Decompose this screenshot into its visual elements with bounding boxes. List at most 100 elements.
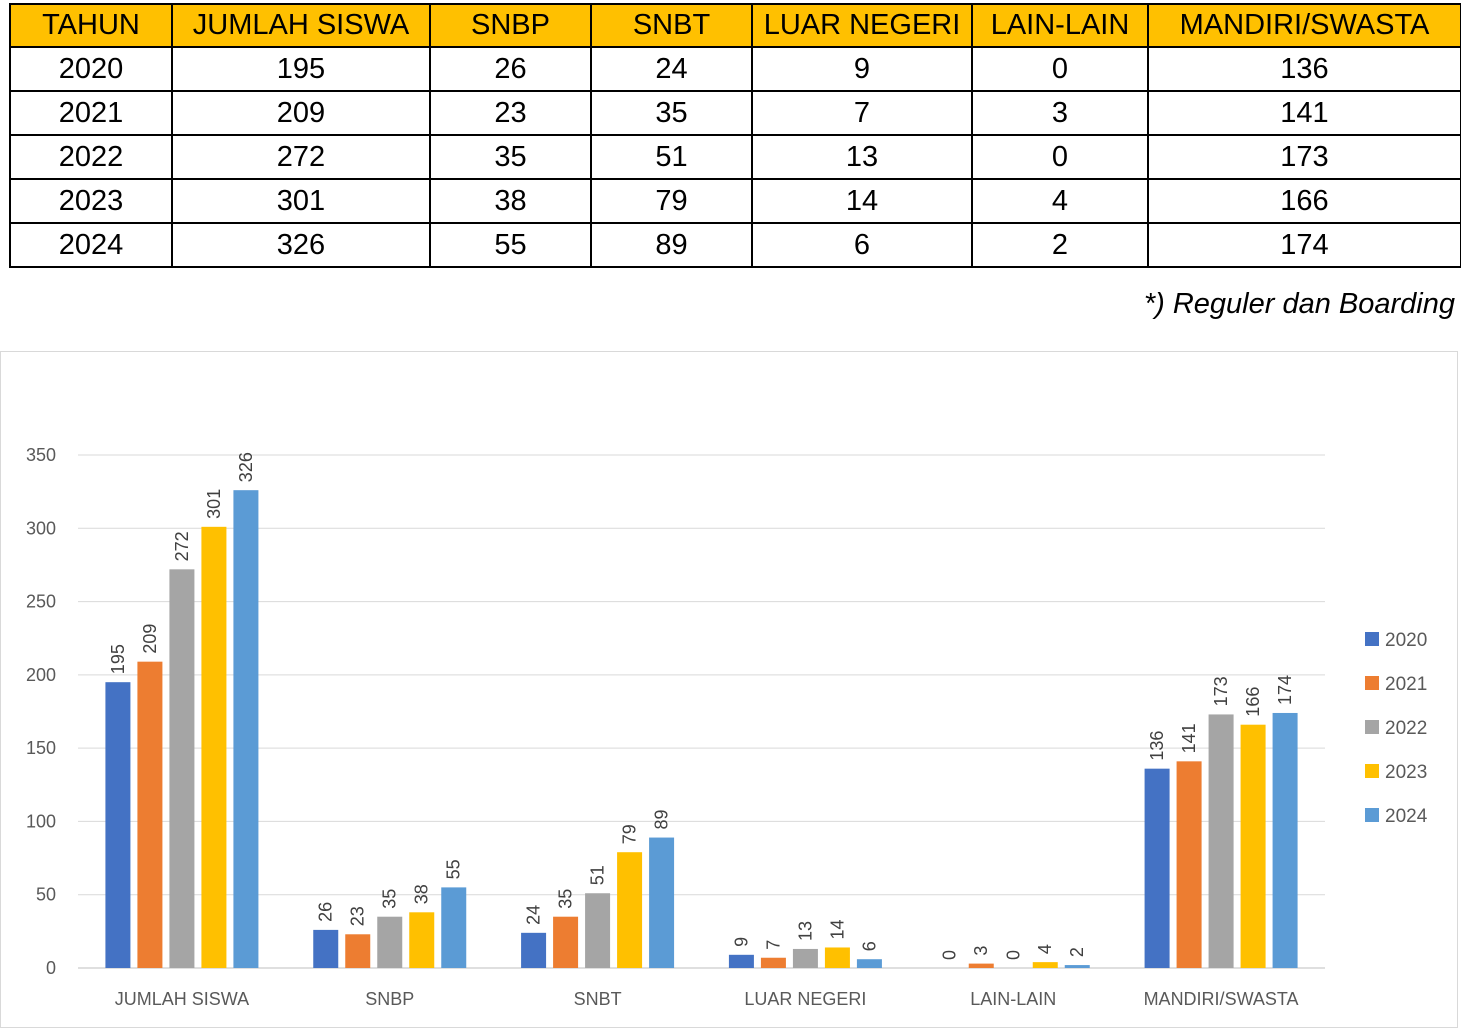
bar	[824, 947, 850, 968]
table-cell: 4	[971, 178, 1149, 224]
data-label: 9	[731, 937, 751, 947]
bar	[1240, 724, 1266, 968]
data-label: 6	[859, 941, 879, 951]
category-label: LUAR NEGERI	[744, 989, 866, 1009]
table-cell: 272	[171, 134, 431, 180]
table-cell: 136	[1147, 46, 1461, 92]
header-jumlah-siswa: JUMLAH SISWA	[171, 3, 431, 48]
data-label: 141	[1179, 723, 1199, 753]
bar	[345, 934, 371, 968]
footnote: *) Reguler dan Boarding	[1143, 288, 1455, 320]
data-label: 7	[763, 940, 783, 950]
bar	[585, 893, 611, 968]
bar	[105, 682, 131, 968]
table-cell: 173	[1147, 134, 1461, 180]
bar	[1176, 761, 1202, 968]
data-label: 38	[412, 884, 432, 904]
table-cell: 2022	[9, 134, 173, 180]
header-mandiri-swasta: MANDIRI/SWASTA	[1147, 3, 1461, 48]
data-label: 195	[108, 644, 128, 674]
data-label: 26	[316, 902, 336, 922]
header-tahun: TAHUN	[9, 3, 173, 48]
legend-label: 2023	[1385, 762, 1427, 783]
table-cell: 0	[971, 134, 1149, 180]
category-label: LAIN-LAIN	[970, 989, 1056, 1009]
bar	[728, 954, 754, 968]
table-row: 2021 209 23 35 7 3 141	[9, 90, 1461, 136]
data-label: 14	[827, 919, 847, 939]
table-cell: 2021	[9, 90, 173, 136]
table-cell: 0	[971, 46, 1149, 92]
table-cell: 6	[751, 222, 973, 268]
data-label: 4	[1035, 944, 1055, 954]
table-cell: 55	[429, 222, 592, 268]
data-label: 136	[1147, 731, 1167, 761]
table-cell: 2024	[9, 222, 173, 268]
bar	[1272, 712, 1298, 968]
bar	[409, 912, 435, 968]
table-cell: 7	[751, 90, 973, 136]
data-label: 173	[1211, 676, 1231, 706]
data-label: 0	[1003, 950, 1023, 960]
table-cell: 89	[590, 222, 753, 268]
table-cell: 141	[1147, 90, 1461, 136]
table-cell: 24	[590, 46, 753, 92]
legend-swatch	[1365, 676, 1379, 690]
legend-swatch	[1365, 808, 1379, 822]
bar	[1144, 768, 1170, 968]
table-cell: 35	[429, 134, 592, 180]
table-cell: 79	[590, 178, 753, 224]
table-cell: 38	[429, 178, 592, 224]
category-label: SNBT	[574, 989, 622, 1009]
table-cell: 195	[171, 46, 431, 92]
bar	[649, 837, 675, 968]
data-label: 209	[140, 624, 160, 654]
data-label: 326	[236, 452, 256, 482]
data-label: 174	[1275, 675, 1295, 705]
table-row: 2024 326 55 89 6 2 174	[9, 222, 1461, 268]
legend-swatch	[1365, 632, 1379, 646]
legend-label: 2022	[1385, 718, 1427, 739]
category-label: JUMLAH SISWA	[115, 989, 249, 1009]
bar	[1064, 965, 1090, 968]
data-label: 24	[524, 905, 544, 925]
bar	[553, 916, 579, 968]
table-cell: 2023	[9, 178, 173, 224]
data-label: 13	[795, 921, 815, 941]
data-label: 2	[1067, 947, 1087, 957]
y-tick-label: 350	[26, 445, 56, 465]
legend-label: 2024	[1385, 806, 1428, 827]
data-label: 35	[556, 889, 576, 909]
table-cell: 23	[429, 90, 592, 136]
data-label: 89	[652, 810, 672, 830]
chart-frame: 0 50 100 150 200 250 300 350 195 209 272 301 326 JUML…	[0, 351, 1458, 1028]
table-cell: 26	[429, 46, 592, 92]
table-cell: 166	[1147, 178, 1461, 224]
table-cell: 2020	[9, 46, 173, 92]
legend-swatch	[1365, 720, 1379, 734]
bar-chart: 050100150200250300350195209272301326JUML…	[26, 445, 1428, 1009]
y-tick-label: 300	[26, 518, 56, 538]
bar	[441, 887, 467, 968]
table-cell: 209	[171, 90, 431, 136]
bar	[169, 569, 195, 968]
header-lain-lain: LAIN-LAIN	[971, 3, 1149, 48]
header-snbt: SNBT	[590, 3, 753, 48]
y-tick-label: 200	[26, 665, 56, 685]
y-tick-label: 150	[26, 738, 56, 758]
data-label: 23	[348, 906, 368, 926]
table-cell: 2	[971, 222, 1149, 268]
data-label: 272	[172, 531, 192, 561]
table-cell: 51	[590, 134, 753, 180]
bar	[1032, 962, 1058, 968]
bar	[1208, 714, 1234, 968]
bar	[760, 957, 786, 968]
table-cell: 13	[751, 134, 973, 180]
table-row: 2023 301 38 79 14 4 166	[9, 178, 1461, 224]
data-table: TAHUN JUMLAH SISWA SNBP SNBT LUAR NEGERI…	[9, 3, 1461, 268]
data-label: 0	[939, 950, 959, 960]
table-header-row: TAHUN JUMLAH SISWA SNBP SNBT LUAR NEGERI…	[9, 3, 1461, 48]
table-cell: 9	[751, 46, 973, 92]
bar	[856, 959, 882, 968]
y-tick-label: 50	[36, 885, 56, 905]
